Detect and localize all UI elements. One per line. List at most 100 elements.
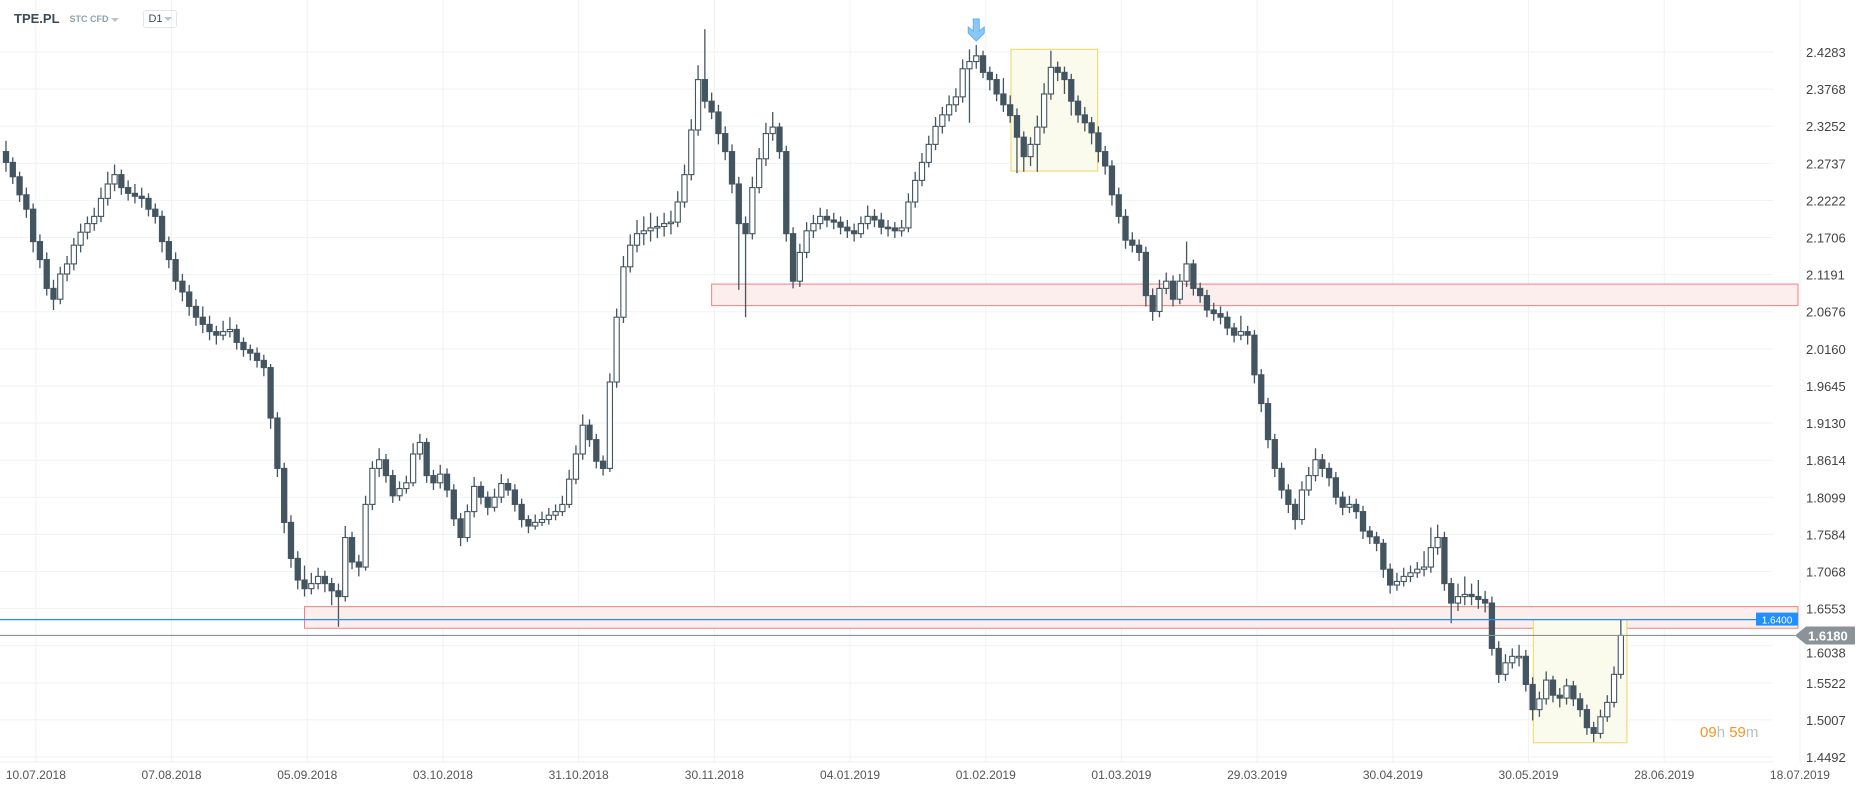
candle (654, 216, 661, 238)
candle (1380, 538, 1387, 578)
candle-body-bearish (1251, 334, 1258, 376)
candle (993, 73, 1000, 102)
candle-body-bearish (871, 215, 878, 221)
candle-body-bullish (491, 496, 498, 508)
candle (1278, 462, 1285, 499)
candle (538, 511, 546, 527)
candle (423, 438, 430, 483)
candle-body-bearish (186, 291, 193, 307)
candle-body-bullish (674, 201, 681, 223)
candle-body-bearish (118, 174, 125, 189)
price-level-badge (1756, 612, 1798, 626)
y-tick-label: 1.4492 (1806, 750, 1846, 765)
candle (966, 49, 973, 123)
candle-body-bearish (830, 219, 837, 223)
candle (1047, 50, 1055, 100)
candle (267, 363, 274, 429)
candle-body-bearish (23, 194, 30, 210)
candle (1441, 531, 1448, 591)
candle (308, 572, 315, 595)
candle-body-bearish (742, 223, 749, 235)
candle (1088, 117, 1095, 145)
candle-body-bullish (1543, 679, 1550, 700)
candle (755, 147, 763, 194)
candle-body-bullish (1563, 685, 1570, 699)
candle-body-bearish (172, 259, 179, 282)
candle-body-bearish (593, 439, 600, 462)
candle (294, 551, 301, 590)
candle-body-bullish (1346, 503, 1353, 508)
candle-body-bearish (844, 226, 851, 232)
candle-body-bullish (688, 129, 695, 176)
candle-body-bearish (1292, 503, 1299, 521)
candle (152, 203, 159, 224)
candle (1332, 472, 1340, 505)
candle (1563, 678, 1570, 705)
candle-body-bullish (409, 453, 417, 484)
candle (1169, 275, 1177, 307)
candle (450, 484, 457, 527)
candle (789, 227, 797, 289)
candle-body-bearish (179, 280, 186, 293)
x-tick-label: 30.05.2019 (1499, 768, 1559, 782)
candle-body-bearish (1142, 251, 1150, 297)
candle-body-bullish (1156, 287, 1163, 312)
candle (1102, 145, 1109, 175)
candle-body-bearish (708, 100, 715, 113)
timeframe-dropdown[interactable]: D1 (143, 10, 177, 28)
candle (91, 207, 98, 231)
candle-body-bearish (253, 352, 261, 361)
candle-body-bullish (1515, 655, 1523, 659)
candle (382, 454, 390, 483)
candle-body-bullish (803, 230, 810, 253)
y-tick-label: 2.0676 (1806, 305, 1846, 320)
candle-body-bullish (1427, 547, 1434, 568)
support-resistance-zone[interactable] (711, 283, 1799, 307)
candle (1183, 241, 1190, 287)
candle (240, 337, 247, 357)
symbol-name: TPE.PL (14, 11, 60, 26)
candle (1468, 583, 1475, 606)
candle (369, 461, 376, 511)
candle (57, 266, 64, 305)
y-tick-label: 2.3768 (1806, 82, 1846, 97)
candle-body-bearish (1271, 439, 1278, 469)
candle (939, 106, 946, 134)
y-tick-label: 1.7584 (1806, 527, 1846, 542)
candle-body-bullish (918, 161, 926, 181)
candle (1427, 527, 1434, 573)
candle (525, 515, 532, 534)
candle (199, 306, 206, 334)
candle-body-bullish (959, 68, 966, 98)
candle-body-bullish (437, 473, 444, 484)
candle-body-bullish (952, 96, 960, 106)
candle (918, 153, 926, 187)
candle-body-bearish (1576, 698, 1584, 711)
candle-body-bearish (1007, 104, 1014, 117)
candle-body-bullish (376, 459, 383, 469)
x-tick-label: 30.04.2019 (1363, 768, 1423, 782)
candle-body-bullish (1034, 126, 1041, 145)
candle (803, 222, 810, 259)
candle (1115, 187, 1122, 224)
candle-body-bearish (1000, 93, 1007, 106)
candle-body-bearish (715, 111, 722, 135)
candle (1366, 526, 1373, 545)
candle-body-bullish (579, 424, 586, 455)
candle (1013, 108, 1021, 174)
candle (1190, 259, 1197, 296)
candle-body-bullish (1183, 263, 1190, 282)
candle (1495, 641, 1502, 683)
candle-body-bearish (1441, 536, 1448, 585)
candle (518, 498, 525, 528)
candle (1034, 115, 1041, 172)
candle (118, 169, 125, 195)
instrument-type-selector[interactable]: STC CFD (70, 14, 120, 24)
candle-body-bearish (36, 241, 44, 261)
candle (715, 104, 722, 145)
candle (1095, 126, 1102, 163)
candle-body-bullish (111, 174, 118, 185)
candle (1475, 580, 1482, 609)
candle (124, 180, 132, 201)
